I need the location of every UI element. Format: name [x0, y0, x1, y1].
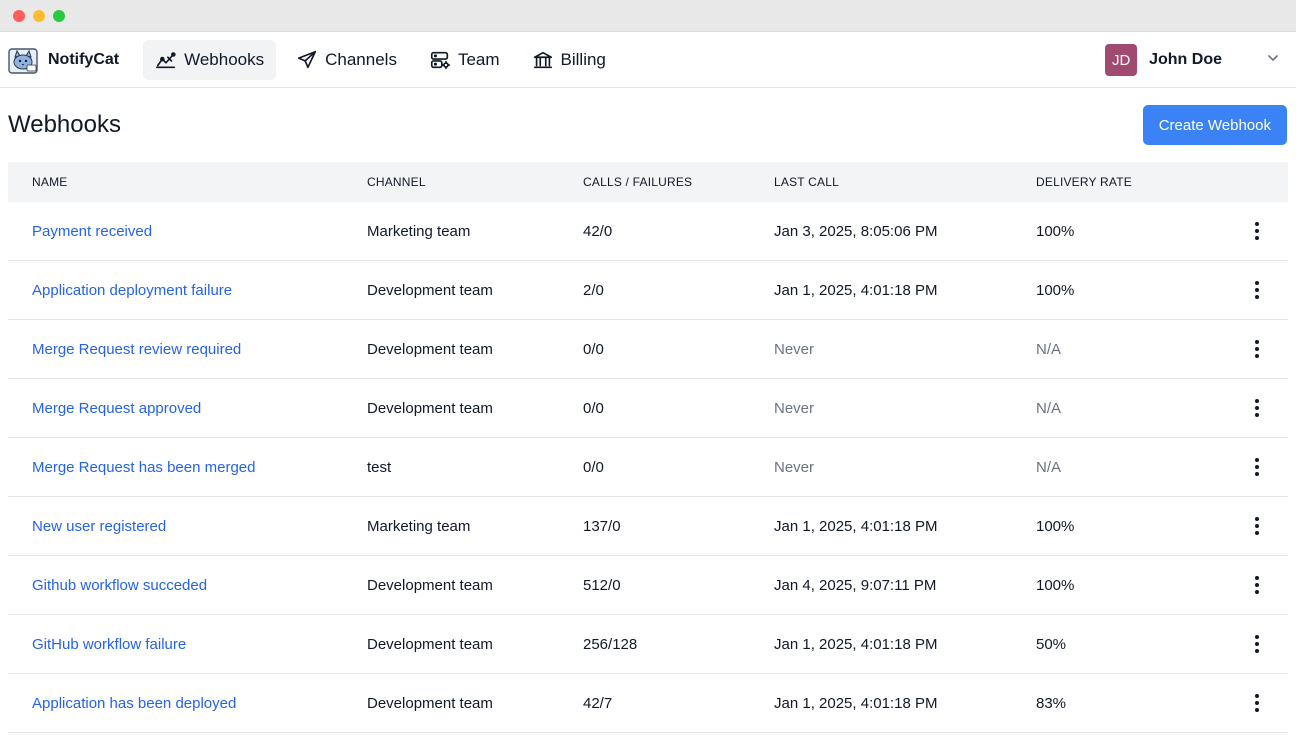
send-icon	[298, 50, 317, 68]
table-row: Merge Request approved Development team …	[8, 379, 1288, 438]
cell-last-call: Jan 1, 2025, 4:01:18 PM	[774, 635, 938, 653]
table-row: Merge Request review required Developmen…	[8, 320, 1288, 379]
nav-item-label: Webhooks	[184, 49, 265, 69]
user-menu[interactable]: JD John Doe	[1105, 32, 1280, 88]
cell-channel: Marketing team	[367, 517, 471, 535]
cell-last-call: Jan 1, 2025, 4:01:18 PM	[774, 694, 938, 712]
cell-last-call: Jan 1, 2025, 4:01:18 PM	[774, 517, 938, 535]
minimize-window-button[interactable]	[33, 9, 45, 22]
webhook-name-link[interactable]: Application has been deployed	[32, 694, 237, 712]
more-actions-icon[interactable]	[1247, 573, 1267, 597]
webhook-name-link[interactable]: Merge Request approved	[32, 399, 202, 417]
nav-item-label: Billing	[560, 49, 606, 69]
cell-delivery-rate: 100%	[1036, 281, 1075, 299]
table-header: NAME CHANNEL CALLS / FAILURES LAST CALL …	[8, 162, 1288, 202]
column-header-calls[interactable]: CALLS / FAILURES	[583, 175, 693, 189]
table-row: New user registered Marketing team 137/0…	[8, 497, 1288, 556]
webhook-name-link[interactable]: Application deployment failure	[32, 281, 233, 299]
cell-channel: Development team	[367, 576, 493, 594]
cell-delivery-rate: 100%	[1036, 517, 1075, 535]
maximize-window-button[interactable]	[53, 9, 65, 22]
nav-item-label: Channels	[325, 49, 397, 69]
nav-item-label: Team	[457, 49, 500, 69]
brand[interactable]: NotifyCat	[8, 45, 119, 75]
cell-calls: 0/0	[583, 340, 604, 358]
cell-calls: 0/0	[583, 399, 604, 417]
cell-last-call: Jan 3, 2025, 8:05:06 PM	[774, 222, 938, 240]
page-title: Webhooks	[8, 111, 121, 138]
cell-channel: Marketing team	[367, 222, 471, 240]
webhook-name-link[interactable]: Merge Request review required	[32, 340, 242, 358]
more-actions-icon[interactable]	[1247, 514, 1267, 538]
table-row: Github workflow succeded Development tea…	[8, 556, 1288, 615]
cell-last-call: Jan 4, 2025, 9:07:11 PM	[774, 576, 937, 594]
cell-channel: Development team	[367, 340, 493, 358]
webhook-name-link[interactable]: Github workflow succeded	[32, 576, 208, 594]
cell-delivery-rate: N/A	[1036, 340, 1062, 358]
cell-delivery-rate: 100%	[1036, 576, 1075, 594]
cell-calls: 256/128	[583, 635, 638, 653]
brand-name: NotifyCat	[48, 50, 120, 68]
webhooks-table: NAME CHANNEL CALLS / FAILURES LAST CALL …	[8, 162, 1288, 733]
cell-calls: 42/7	[583, 694, 613, 712]
cell-last-call: Jan 1, 2025, 4:01:18 PM	[774, 281, 938, 299]
cell-delivery-rate: N/A	[1036, 399, 1062, 417]
more-actions-icon[interactable]	[1247, 278, 1267, 302]
cell-last-call: Never	[774, 458, 815, 476]
more-actions-icon[interactable]	[1247, 455, 1267, 479]
cell-channel: Development team	[367, 694, 493, 712]
webhook-name-link[interactable]: Payment received	[32, 222, 153, 240]
create-webhook-button[interactable]: Create Webhook	[1142, 105, 1287, 145]
cell-delivery-rate: N/A	[1036, 458, 1062, 476]
team-icon	[430, 51, 451, 69]
cell-channel: Development team	[367, 399, 493, 417]
close-window-button[interactable]	[13, 9, 25, 22]
column-header-channel[interactable]: CHANNEL	[367, 175, 426, 189]
webhook-name-link[interactable]: GitHub workflow failure	[32, 635, 187, 653]
avatar: JD	[1105, 44, 1138, 76]
more-actions-icon[interactable]	[1247, 337, 1267, 361]
cell-last-call: Never	[774, 340, 815, 358]
cat-logo-icon	[8, 47, 38, 74]
cell-channel: test	[367, 458, 392, 476]
cell-channel: Development team	[367, 635, 493, 653]
table-row: Merge Request has been merged test 0/0 N…	[8, 438, 1288, 497]
cell-delivery-rate: 83%	[1036, 694, 1067, 712]
column-header-name[interactable]: NAME	[32, 175, 68, 189]
cell-calls: 137/0	[583, 517, 621, 535]
cell-calls: 0/0	[583, 458, 604, 476]
nav-item-webhooks[interactable]: Webhooks	[143, 39, 277, 80]
cell-calls: 2/0	[583, 281, 604, 299]
cell-last-call: Never	[774, 399, 815, 417]
cell-calls: 512/0	[583, 576, 621, 594]
column-header-delivery-rate[interactable]: DELIVERY RATE	[1036, 175, 1132, 189]
table-row: Payment received Marketing team 42/0 Jan…	[8, 202, 1288, 261]
webhook-name-link[interactable]: Merge Request has been merged	[32, 458, 256, 476]
page-header: Webhooks Create Webhook	[0, 88, 1296, 162]
top-navbar: NotifyCat Webhooks Channels Team	[0, 32, 1296, 88]
nav-item-team[interactable]: Team	[417, 40, 512, 80]
more-actions-icon[interactable]	[1247, 691, 1267, 715]
cell-channel: Development team	[367, 281, 493, 299]
chevron-down-icon[interactable]	[1266, 51, 1280, 70]
more-actions-icon[interactable]	[1247, 219, 1267, 243]
user-name: John Doe	[1149, 51, 1222, 68]
table-row: Application deployment failure Developme…	[8, 261, 1288, 320]
more-actions-icon[interactable]	[1247, 632, 1267, 656]
webhook-icon	[156, 51, 176, 68]
window-titlebar	[0, 0, 1296, 32]
column-header-last-call[interactable]: LAST CALL	[774, 175, 839, 189]
table-row: Application has been deployed Developmen…	[8, 674, 1288, 733]
bank-icon	[533, 51, 552, 68]
more-actions-icon[interactable]	[1247, 396, 1267, 420]
cell-delivery-rate: 100%	[1036, 222, 1075, 240]
webhook-name-link[interactable]: New user registered	[32, 517, 167, 535]
nav-item-channels[interactable]: Channels	[284, 40, 409, 80]
table-row: GitHub workflow failure Development team…	[8, 615, 1288, 674]
cell-delivery-rate: 50%	[1036, 635, 1067, 653]
cell-calls: 42/0	[583, 222, 613, 240]
nav-item-billing[interactable]: Billing	[520, 40, 618, 80]
